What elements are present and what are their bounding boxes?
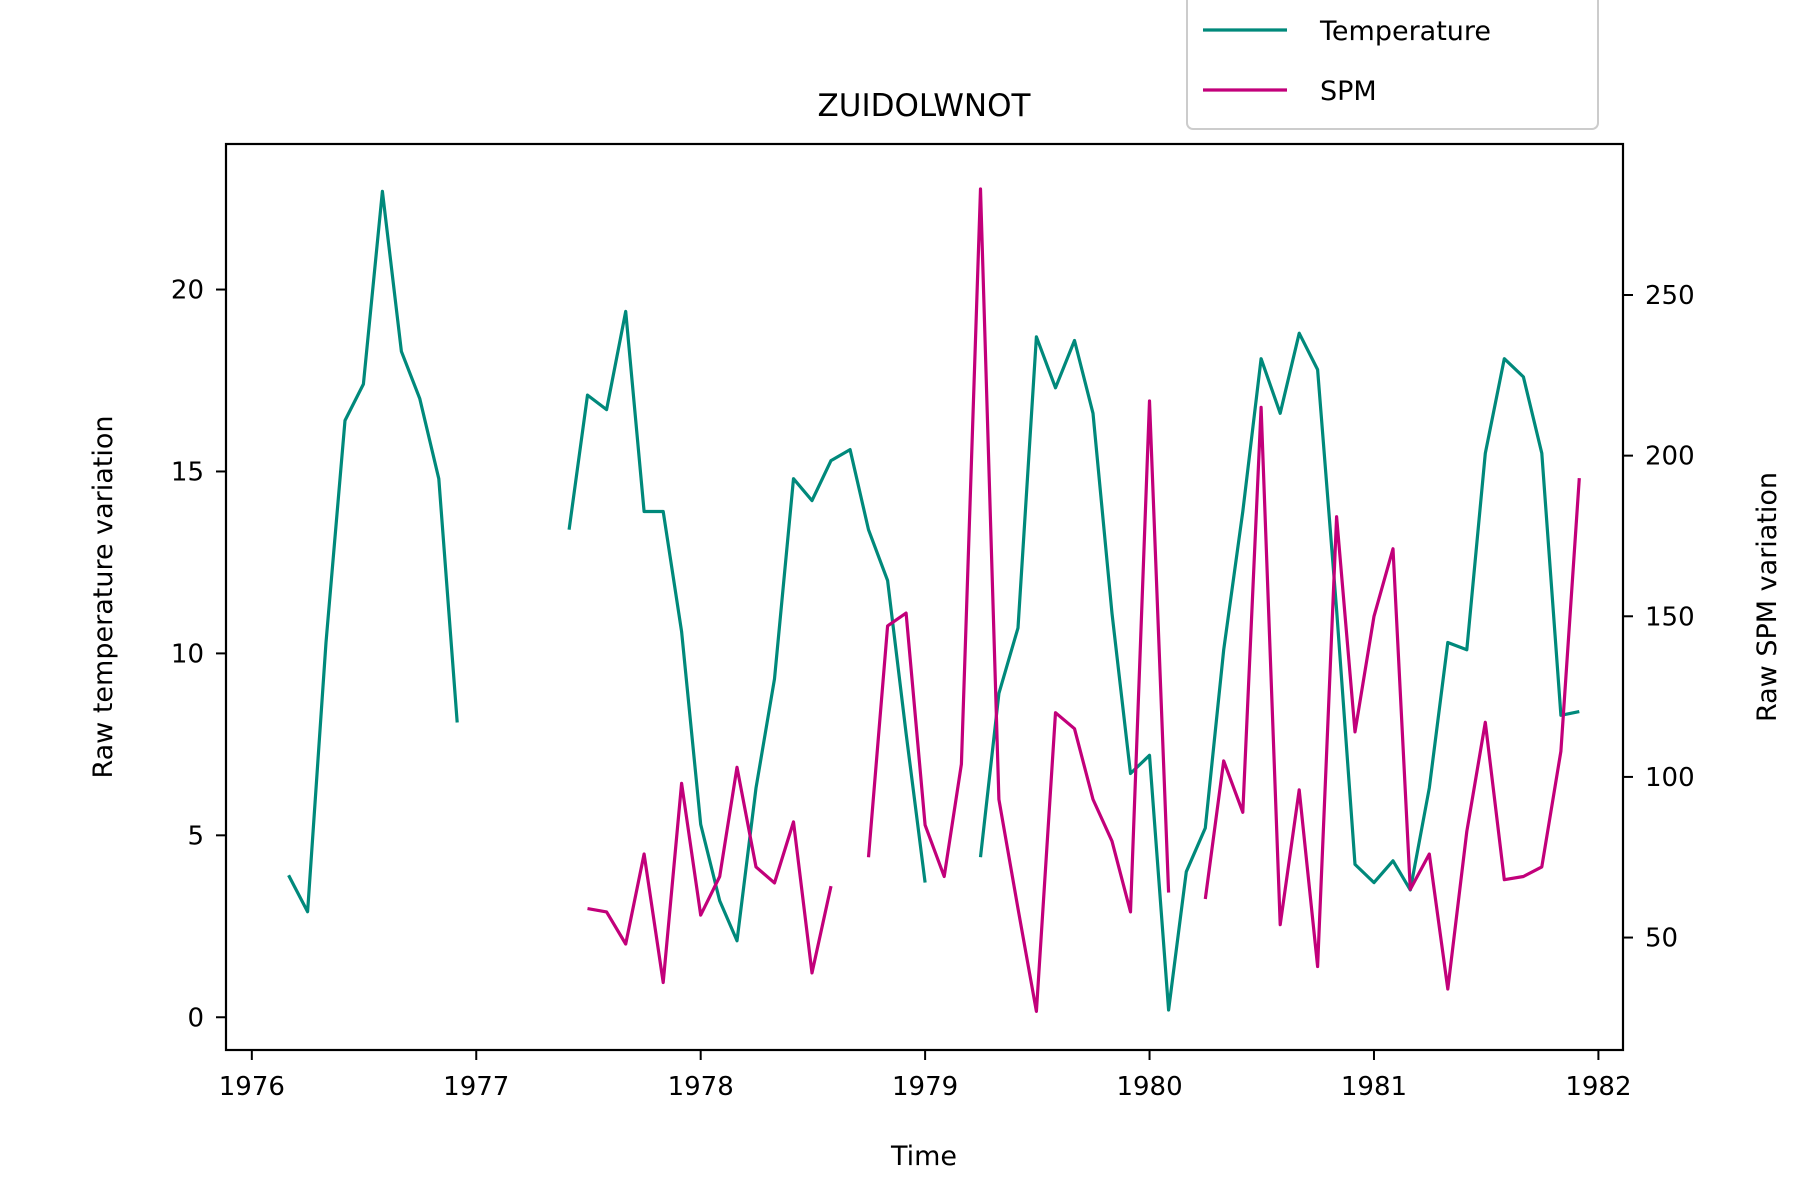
x-tick-label: 1977 — [443, 1072, 509, 1102]
spm-series-line-segment-1 — [587, 765, 833, 985]
spm-series-line-segment-3 — [1203, 405, 1581, 991]
legend-box — [1186, 0, 1599, 130]
plot-lines — [287, 187, 1581, 1014]
legend-label-temperature: Temperature — [1319, 16, 1491, 47]
legend-label-spm: SPM — [1320, 76, 1377, 107]
x-tick-label: 1982 — [1565, 1072, 1631, 1102]
left-y-tick-label: 0 — [187, 1003, 204, 1033]
right-y-tick-label: 50 — [1645, 924, 1678, 954]
temperature-series-line-segment-1 — [287, 189, 459, 914]
x-axis: 1976 1977 1978 1979 1980 1981 1982 — [219, 1050, 1631, 1102]
left-y-axis: 0 5 10 15 20 — [171, 276, 226, 1033]
temperature-series-line-segment-3 — [978, 331, 1580, 1012]
x-tick-label: 1978 — [668, 1072, 734, 1102]
right-y-tick-label: 200 — [1645, 442, 1695, 472]
right-y-axis: 50 100 150 200 250 — [1623, 281, 1695, 954]
spm-series-line-segment-2 — [866, 187, 1171, 1014]
x-tick-label: 1981 — [1341, 1072, 1407, 1102]
left-y-tick-label: 5 — [187, 821, 204, 851]
temperature-series-line-segment-2 — [567, 309, 927, 943]
left-y-tick-label: 15 — [171, 457, 204, 487]
x-tick-label: 1976 — [219, 1072, 285, 1102]
left-y-axis-title: Raw temperature variation — [88, 415, 119, 778]
left-y-tick-label: 20 — [171, 276, 204, 306]
right-y-axis-title: Raw SPM variation — [1752, 472, 1783, 722]
legend: Temperature SPM — [1186, 0, 1599, 130]
plot-frame — [224, 142, 1625, 1052]
right-y-tick-label: 250 — [1645, 281, 1695, 311]
x-tick-label: 1980 — [1116, 1072, 1182, 1102]
x-tick-label: 1979 — [892, 1072, 958, 1102]
left-y-tick-label: 10 — [171, 639, 204, 669]
right-y-tick-label: 150 — [1645, 602, 1695, 632]
chart-title: ZUIDOLWNOT — [818, 88, 1032, 124]
x-axis-title: Time — [890, 1141, 957, 1172]
right-y-tick-label: 100 — [1645, 763, 1695, 793]
